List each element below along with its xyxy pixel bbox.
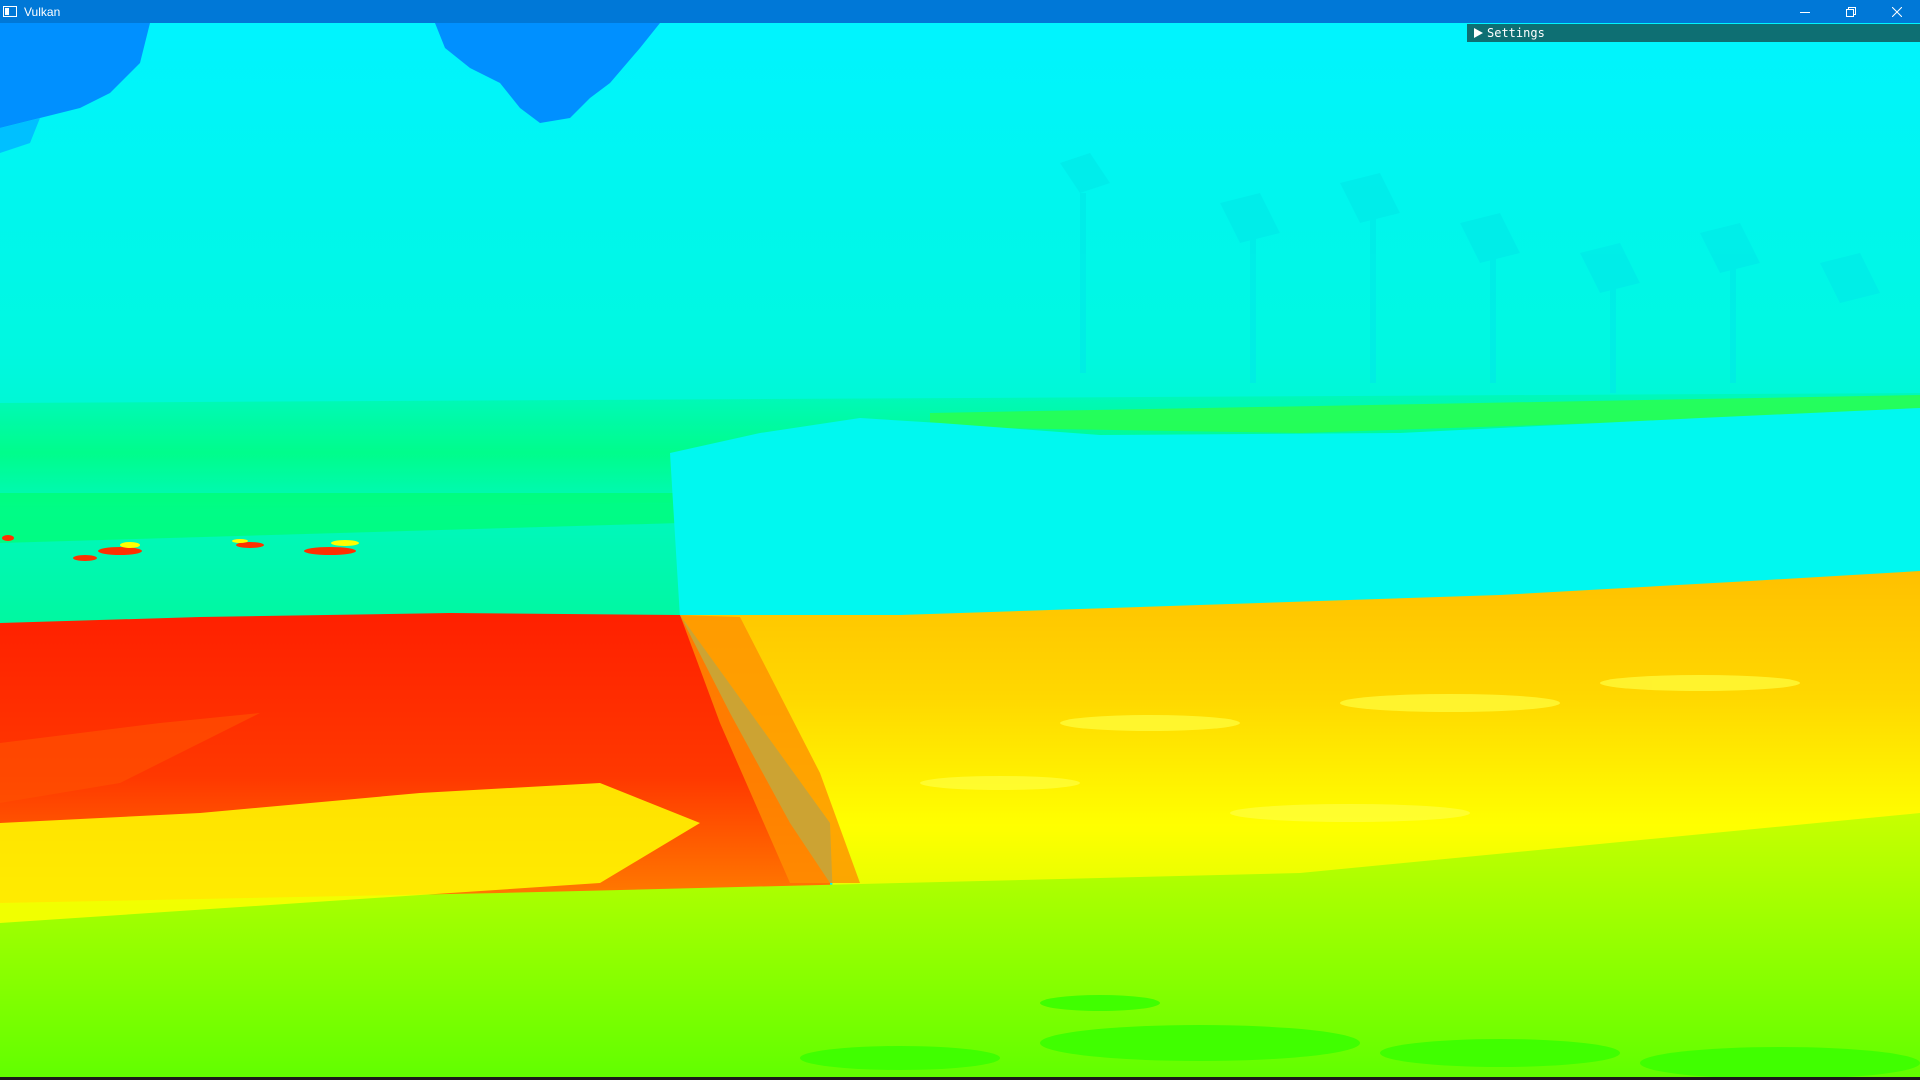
water-ripples	[920, 675, 1800, 822]
sky-patch-left	[0, 23, 150, 128]
beach-speckles-yellow	[120, 539, 359, 548]
title-bar[interactable]: Vulkan	[0, 0, 1920, 23]
window-title: Vulkan	[24, 4, 61, 19]
orange-streak	[0, 713, 260, 803]
foreground-water	[0, 813, 1920, 1080]
settings-panel-header[interactable]: Settings	[1467, 24, 1920, 42]
minimize-button[interactable]	[1782, 0, 1828, 23]
foreground-patches	[800, 995, 1920, 1079]
close-button[interactable]	[1874, 0, 1920, 23]
depth-heatmap-scene	[0, 23, 1920, 1080]
app-window-icon	[3, 6, 17, 17]
water-wedge	[680, 615, 860, 883]
sky-patch-center	[435, 23, 660, 123]
minimize-icon	[1800, 7, 1810, 17]
settings-label: Settings	[1487, 26, 1545, 40]
sky-fade	[0, 118, 40, 153]
restore-button[interactable]	[1828, 0, 1874, 23]
window-controls	[1782, 0, 1920, 23]
bottom-edge	[0, 1077, 1920, 1080]
palm-trees	[1060, 153, 1880, 393]
yellow-wash	[0, 783, 700, 923]
render-viewport[interactable]	[0, 23, 1920, 1080]
reef-band	[930, 395, 1920, 433]
close-icon	[1892, 6, 1902, 17]
triangle-right-icon	[1471, 24, 1485, 42]
restore-icon	[1846, 6, 1856, 17]
breaking-wave	[670, 408, 1920, 618]
beach-speckles	[2, 535, 356, 561]
beach-green	[0, 493, 680, 543]
